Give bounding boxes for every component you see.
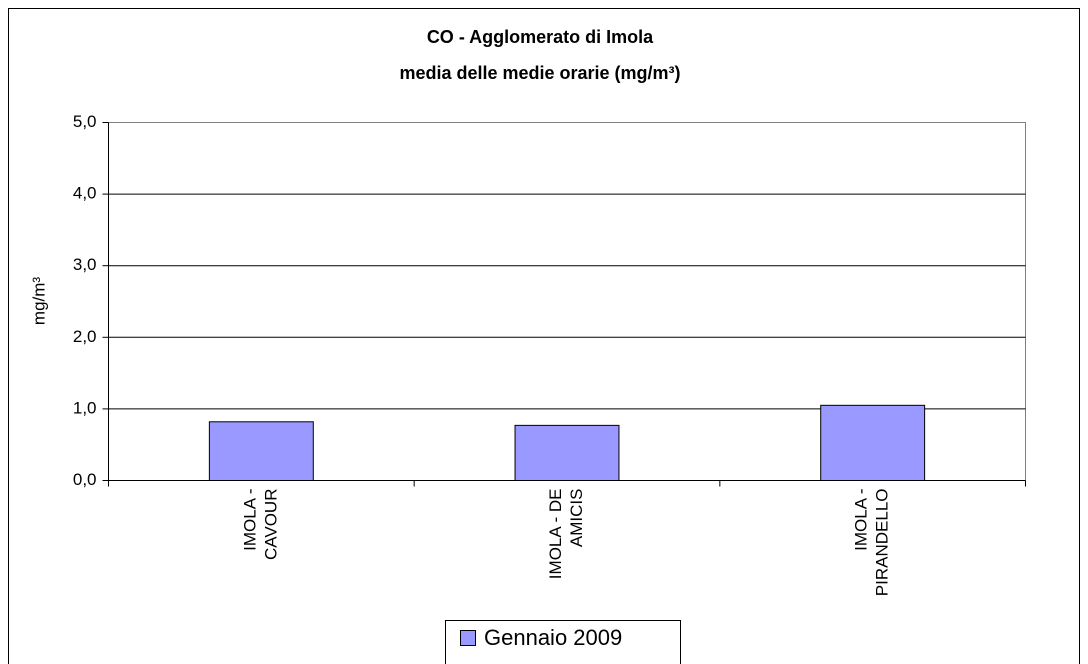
y-axis-label: mg/m³ [29,277,48,326]
y-tick-label: 0,0 [73,470,97,489]
chart-title: CO - Agglomerato di Imola [427,27,654,47]
x-tick-label: IMOLA - DE [546,489,565,580]
legend-swatch [460,630,476,646]
x-tick-label: AMICIS [567,489,586,548]
y-tick-label: 5,0 [73,112,97,131]
y-tick-label: 1,0 [73,398,97,417]
x-tick-label: IMOLA - [240,489,259,551]
chart-subtitle: media delle medie orarie (mg/m³) [399,63,680,83]
x-tick-label: IMOLA - [852,489,871,551]
legend-label: Gennaio 2009 [484,625,622,650]
y-tick-label: 2,0 [73,327,97,346]
x-tick-label: CAVOUR [261,489,280,560]
bar [208,421,314,481]
x-tick-label: PIRANDELLO [873,489,892,597]
bar [514,424,620,482]
legend [445,620,681,664]
y-tick-label: 4,0 [73,184,97,203]
y-tick-label: 3,0 [73,255,97,274]
bar [820,404,926,482]
